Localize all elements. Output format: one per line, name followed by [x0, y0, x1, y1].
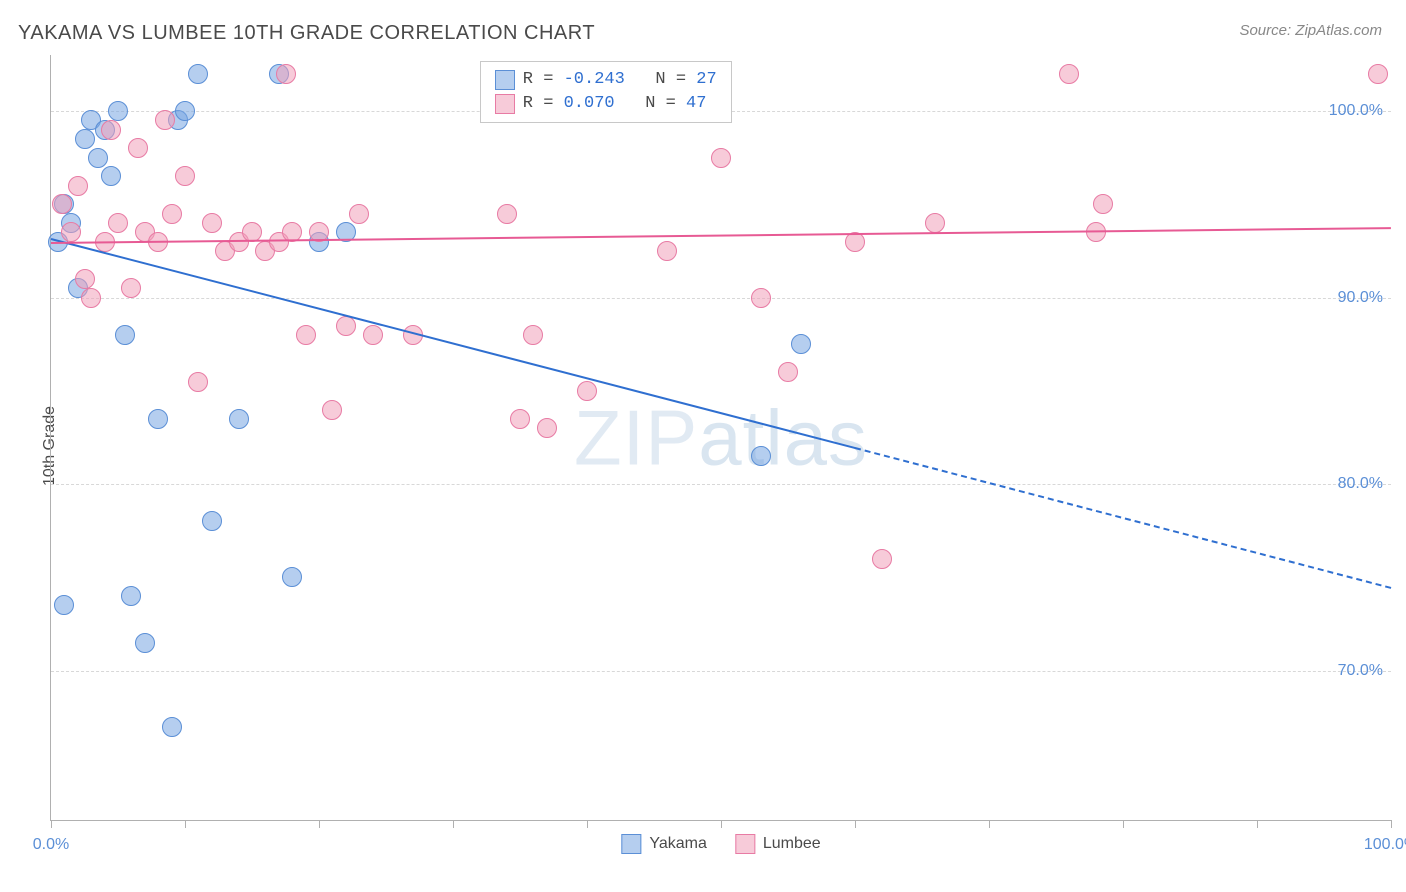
y-tick-label: 100.0% — [1329, 102, 1383, 120]
data-point — [162, 204, 182, 224]
data-point — [148, 409, 168, 429]
gridline — [51, 484, 1391, 485]
stats-legend: R = -0.243 N = 27R = 0.070 N = 47 — [480, 61, 732, 123]
data-point — [202, 511, 222, 531]
data-point — [791, 334, 811, 354]
stats-text: R = 0.070 N = 47 — [523, 92, 707, 116]
data-point — [135, 633, 155, 653]
x-tick — [855, 820, 856, 828]
data-point — [108, 213, 128, 233]
data-point — [101, 166, 121, 186]
data-point — [121, 586, 141, 606]
data-point — [155, 110, 175, 130]
data-point — [537, 418, 557, 438]
data-point — [497, 204, 517, 224]
data-point — [1368, 64, 1388, 84]
data-point — [121, 278, 141, 298]
data-point — [188, 64, 208, 84]
data-point — [363, 325, 383, 345]
data-point — [778, 362, 798, 382]
y-tick-label: 90.0% — [1338, 289, 1383, 307]
data-point — [128, 138, 148, 158]
x-tick — [1391, 820, 1392, 828]
data-point — [872, 549, 892, 569]
data-point — [68, 176, 88, 196]
x-tick — [319, 820, 320, 828]
data-point — [296, 325, 316, 345]
data-point — [751, 288, 771, 308]
x-tick — [185, 820, 186, 828]
series-legend-item: Lumbee — [735, 834, 821, 854]
x-tick — [51, 820, 52, 828]
gridline — [51, 298, 1391, 299]
watermark: ZIPatlas — [574, 392, 868, 483]
data-point — [925, 213, 945, 233]
data-point — [523, 325, 543, 345]
chart-plot-area: ZIPatlas 70.0%80.0%90.0%100.0%0.0%100.0%… — [50, 55, 1391, 821]
data-point — [75, 269, 95, 289]
x-tick — [453, 820, 454, 828]
data-point — [108, 101, 128, 121]
data-point — [115, 325, 135, 345]
data-point — [577, 381, 597, 401]
trend-line — [855, 447, 1391, 589]
legend-swatch — [621, 834, 641, 854]
trend-line — [51, 238, 855, 449]
data-point — [61, 222, 81, 242]
data-point — [282, 567, 302, 587]
series-legend-label: Lumbee — [763, 835, 821, 853]
stats-legend-row: R = -0.243 N = 27 — [495, 68, 717, 92]
legend-swatch — [735, 834, 755, 854]
data-point — [229, 409, 249, 429]
series-legend-label: Yakama — [649, 835, 707, 853]
data-point — [52, 194, 72, 214]
x-tick — [1123, 820, 1124, 828]
source-attribution: Source: ZipAtlas.com — [1239, 22, 1382, 39]
data-point — [322, 400, 342, 420]
legend-swatch — [495, 94, 515, 114]
gridline — [51, 671, 1391, 672]
data-point — [657, 241, 677, 261]
data-point — [349, 204, 369, 224]
data-point — [75, 129, 95, 149]
data-point — [202, 213, 222, 233]
data-point — [1093, 194, 1113, 214]
x-tick-label: 100.0% — [1364, 836, 1406, 854]
data-point — [81, 288, 101, 308]
data-point — [175, 101, 195, 121]
chart-title: YAKAMA VS LUMBEE 10TH GRADE CORRELATION … — [18, 22, 595, 45]
legend-swatch — [495, 70, 515, 90]
data-point — [276, 64, 296, 84]
stats-text: R = -0.243 N = 27 — [523, 68, 717, 92]
y-tick-label: 80.0% — [1338, 475, 1383, 493]
watermark-part2: atlas — [698, 393, 868, 481]
y-tick-label: 70.0% — [1338, 662, 1383, 680]
stats-legend-row: R = 0.070 N = 47 — [495, 92, 717, 116]
data-point — [88, 148, 108, 168]
x-tick — [587, 820, 588, 828]
data-point — [510, 409, 530, 429]
x-tick-label: 0.0% — [33, 836, 69, 854]
x-tick — [989, 820, 990, 828]
data-point — [162, 717, 182, 737]
data-point — [1059, 64, 1079, 84]
watermark-part1: ZIP — [574, 393, 698, 481]
series-legend-item: Yakama — [621, 834, 707, 854]
data-point — [751, 446, 771, 466]
data-point — [101, 120, 121, 140]
data-point — [54, 595, 74, 615]
x-tick — [721, 820, 722, 828]
x-tick — [1257, 820, 1258, 828]
data-point — [188, 372, 208, 392]
data-point — [711, 148, 731, 168]
data-point — [175, 166, 195, 186]
series-legend: Yakama Lumbee — [621, 834, 820, 854]
